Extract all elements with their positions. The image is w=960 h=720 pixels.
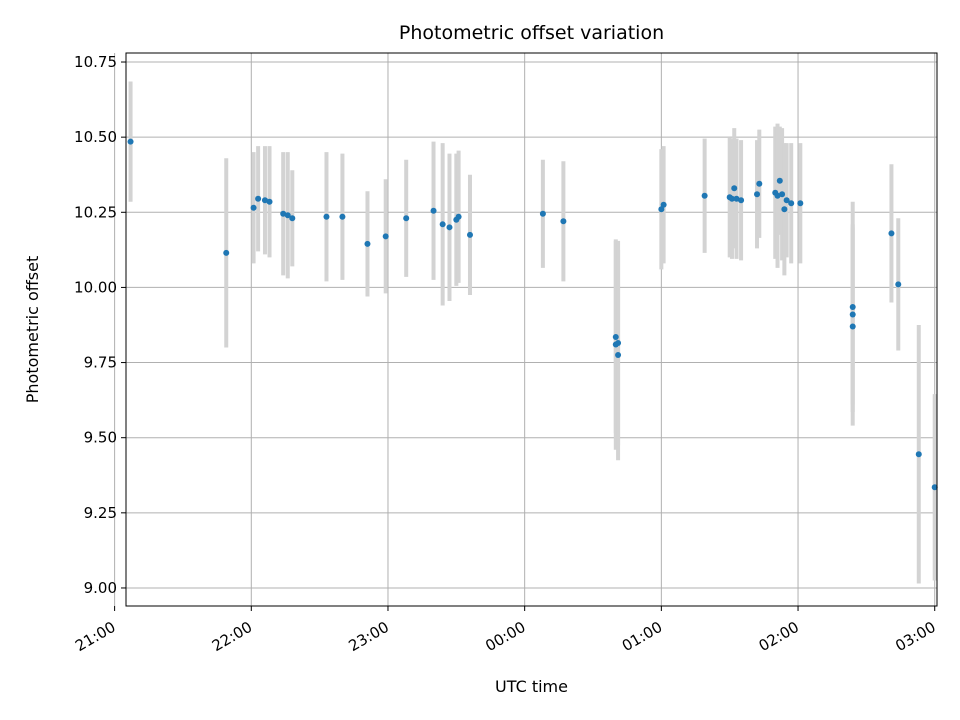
x-axis-label: UTC time — [495, 677, 568, 696]
data-points — [127, 138, 938, 491]
data-point — [849, 323, 856, 330]
chart-title: Photometric offset variation — [399, 22, 664, 44]
plot-frame — [125, 52, 938, 607]
data-point — [738, 197, 745, 204]
data-point — [539, 210, 546, 217]
data-point — [756, 180, 763, 187]
data-point — [931, 484, 938, 491]
data-point — [255, 195, 262, 202]
grid — [114, 53, 937, 606]
data-point — [466, 231, 473, 238]
data-point — [615, 340, 622, 347]
data-point — [776, 177, 783, 184]
data-point — [382, 233, 389, 240]
data-point — [728, 195, 735, 202]
data-point — [323, 213, 330, 220]
data-point — [250, 204, 257, 211]
y-tick-label: 9.75 — [84, 354, 117, 372]
data-point — [127, 138, 134, 145]
data-point — [612, 334, 619, 341]
data-point — [439, 221, 446, 228]
y-tick-label: 9.25 — [84, 504, 117, 522]
y-tick-label: 10.00 — [74, 278, 117, 296]
data-point — [895, 281, 902, 288]
data-point — [446, 224, 453, 231]
data-point — [888, 230, 895, 237]
y-tick-label: 10.25 — [74, 203, 117, 221]
data-point — [403, 215, 410, 222]
data-point — [280, 210, 287, 217]
plot-area — [126, 53, 937, 606]
data-point — [266, 198, 273, 205]
data-point — [339, 213, 346, 220]
data-point — [289, 215, 296, 222]
data-point — [783, 197, 790, 204]
data-point — [779, 191, 786, 198]
y-tick-label: 10.75 — [74, 53, 117, 71]
data-point — [560, 218, 567, 225]
data-point — [261, 197, 268, 204]
data-point — [781, 206, 788, 213]
data-point — [364, 240, 371, 247]
data-point — [849, 303, 856, 310]
data-point — [774, 192, 781, 199]
data-point — [615, 352, 622, 359]
data-point — [223, 249, 230, 256]
y-tick-label: 10.50 — [74, 128, 117, 146]
data-point — [701, 192, 708, 199]
data-point — [915, 451, 922, 458]
data-point — [284, 212, 291, 219]
y-tick-label: 9.00 — [84, 579, 117, 597]
data-point — [754, 191, 761, 198]
data-point — [658, 206, 665, 213]
data-point — [733, 195, 740, 202]
data-point — [430, 207, 437, 214]
data-point — [788, 200, 795, 207]
data-point — [797, 200, 804, 207]
y-tick-label: 9.50 — [84, 429, 117, 447]
data-point — [731, 185, 738, 192]
y-axis-label: Photometric offset — [23, 256, 42, 404]
data-point — [455, 213, 462, 220]
data-point — [660, 201, 667, 208]
data-point — [849, 311, 856, 318]
